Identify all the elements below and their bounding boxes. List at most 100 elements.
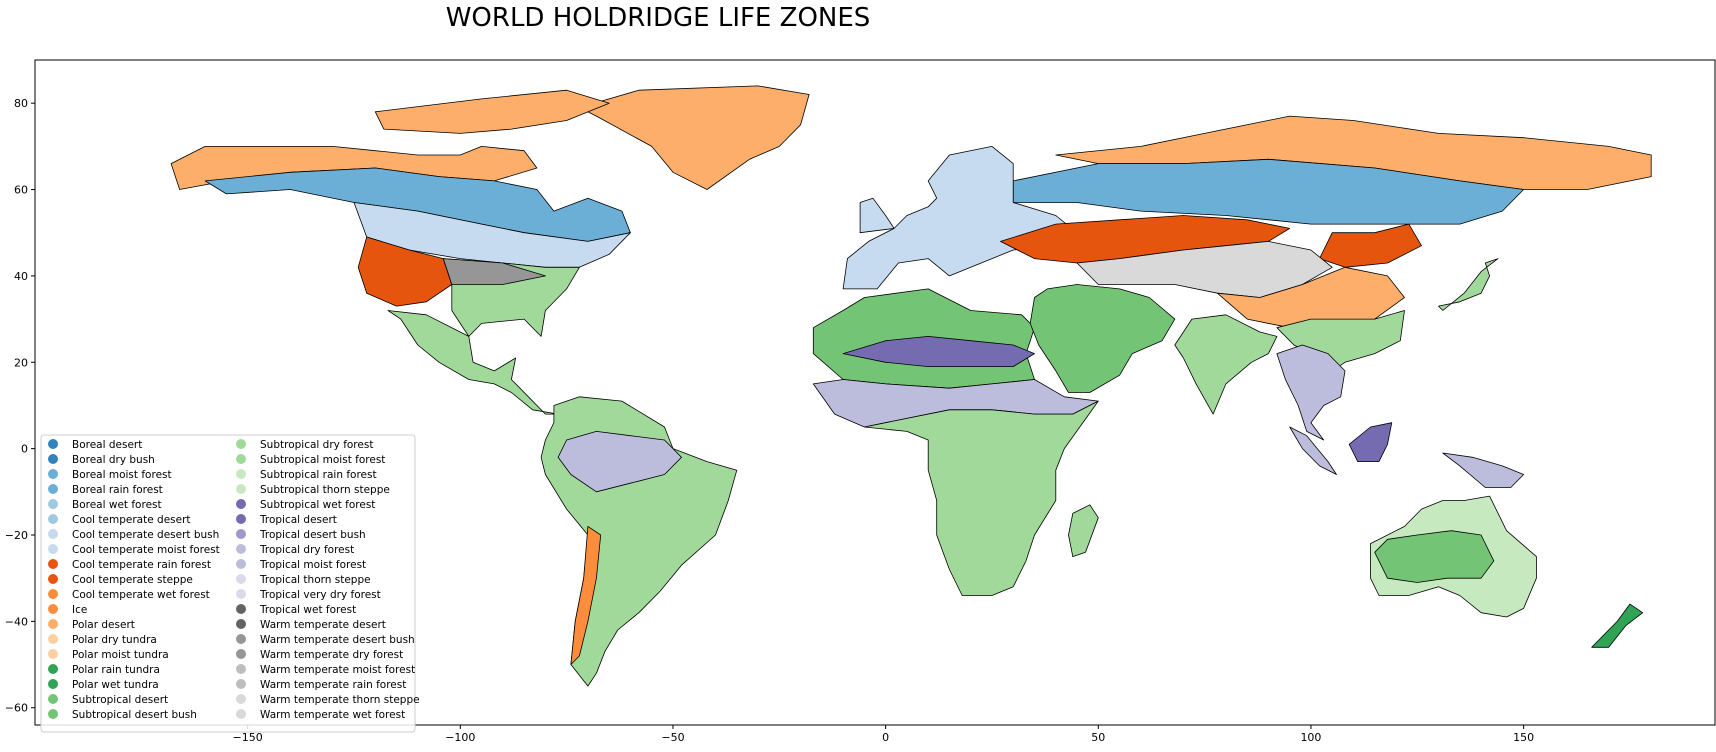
legend-label: Polar moist tundra xyxy=(72,649,169,661)
y-tick-label: −60 xyxy=(5,702,28,715)
legend-label: Ice xyxy=(72,604,87,616)
region-sahara-core xyxy=(842,335,1035,368)
legend-swatch xyxy=(48,484,58,494)
region-madagascar xyxy=(1068,504,1099,557)
legend-swatch xyxy=(48,574,58,584)
legend-swatch xyxy=(48,634,58,644)
region-greenland xyxy=(579,85,810,190)
legend-label: Warm temperate wet forest xyxy=(260,709,405,721)
legend-swatch xyxy=(236,694,246,704)
legend-swatch xyxy=(48,649,58,659)
legend-box xyxy=(40,434,416,733)
region-central-asia xyxy=(1076,240,1333,298)
legend-label: Warm temperate moist forest xyxy=(260,664,415,676)
legend-swatch xyxy=(48,694,58,704)
y-axis: −60 −40 −20 0 20 40 60 80 xyxy=(5,97,35,715)
legend-swatch xyxy=(48,514,58,524)
legend-swatch xyxy=(48,604,58,614)
y-tick-label: 80 xyxy=(14,97,28,110)
region-andes-orange xyxy=(570,526,602,665)
legend-swatch xyxy=(48,544,58,554)
legend-swatch xyxy=(236,529,246,539)
legend-label: Boreal dry bush xyxy=(72,454,155,466)
region-na-boreal xyxy=(204,167,631,242)
legend-swatch xyxy=(48,709,58,719)
legend-swatch xyxy=(236,514,246,524)
legend-label: Tropical desert xyxy=(259,514,337,526)
x-tick-label: −100 xyxy=(445,731,475,744)
legend-swatch xyxy=(236,679,246,689)
legend-swatch xyxy=(48,454,58,464)
legend-label: Tropical desert bush xyxy=(259,529,366,541)
region-se-asia xyxy=(1276,344,1346,441)
legend-label: Warm temperate thorn steppe xyxy=(260,694,420,706)
legend-label: Boreal moist forest xyxy=(72,469,172,481)
legend-label: Boreal rain forest xyxy=(72,484,163,496)
region-australia-interior xyxy=(1374,530,1495,583)
legend-swatch xyxy=(236,544,246,554)
region-east-asia xyxy=(1276,310,1405,372)
legend: Boreal desert Boreal dry bush Boreal moist… xyxy=(40,434,420,733)
legend-label: Subtropical desert bush xyxy=(72,709,197,721)
region-mexico xyxy=(387,310,559,415)
legend-label: Polar wet tundra xyxy=(72,679,159,691)
legend-swatch xyxy=(236,439,246,449)
legend-swatch xyxy=(236,559,246,569)
legend-swatch xyxy=(236,574,246,584)
x-tick-label: 150 xyxy=(1513,731,1534,744)
region-eurasia-boreal xyxy=(1012,158,1524,225)
legend-swatch xyxy=(48,499,58,509)
region-uk xyxy=(859,197,895,234)
y-tick-label: 60 xyxy=(14,184,28,197)
legend-label: Tropical thorn steppe xyxy=(259,574,371,586)
legend-label: Polar rain tundra xyxy=(72,664,160,676)
legend-swatch xyxy=(236,664,246,674)
region-amazon xyxy=(557,430,682,493)
region-europe xyxy=(842,145,1078,290)
legend-swatch xyxy=(236,649,246,659)
legend-label: Cool temperate desert xyxy=(72,514,191,526)
legend-label: Tropical dry forest xyxy=(259,544,354,556)
legend-swatch xyxy=(236,454,246,464)
region-japan xyxy=(1438,258,1499,311)
legend-label: Cool temperate rain forest xyxy=(72,559,211,571)
map-title: WORLD HOLDRIDGE LIFE ZONES xyxy=(446,3,871,33)
region-arctic-islands xyxy=(374,89,610,134)
legend-swatch xyxy=(48,679,58,689)
legend-swatch xyxy=(48,664,58,674)
legend-label: Tropical wet forest xyxy=(259,604,356,616)
legend-swatch xyxy=(48,589,58,599)
region-china xyxy=(1217,266,1405,329)
legend-label: Boreal desert xyxy=(72,439,142,451)
legend-label: Subtropical desert xyxy=(72,694,168,706)
legend-swatch xyxy=(48,619,58,629)
legend-label: Warm temperate desert bush xyxy=(260,634,415,646)
legend-label: Subtropical moist forest xyxy=(260,454,385,466)
legend-swatch xyxy=(236,589,246,599)
y-tick-label: 40 xyxy=(14,270,28,283)
legend-label: Subtropical rain forest xyxy=(260,469,377,481)
region-new-guinea xyxy=(1442,452,1524,488)
region-na-cool xyxy=(353,202,631,268)
legend-swatch xyxy=(48,439,58,449)
region-africa-south xyxy=(864,400,1099,596)
legend-swatch xyxy=(48,559,58,569)
legend-swatch xyxy=(48,469,58,479)
legend-swatch xyxy=(236,634,246,644)
legend-label: Boreal wet forest xyxy=(72,499,162,511)
legend-label: Warm temperate dry forest xyxy=(260,649,403,661)
legend-swatch xyxy=(48,529,58,539)
region-na-west-steppe xyxy=(357,236,453,307)
region-india xyxy=(1174,314,1278,415)
legend-swatch xyxy=(236,709,246,719)
y-tick-label: 0 xyxy=(21,443,28,456)
y-tick-label: −20 xyxy=(5,529,28,542)
region-new-zealand xyxy=(1591,603,1644,648)
x-tick-label: 50 xyxy=(1091,731,1105,744)
life-zone-regions xyxy=(170,85,1652,687)
y-tick-label: −40 xyxy=(5,615,28,628)
y-tick-label: 20 xyxy=(14,356,28,369)
legend-label: Subtropical dry forest xyxy=(260,439,373,451)
legend-label: Cool temperate moist forest xyxy=(72,544,220,556)
